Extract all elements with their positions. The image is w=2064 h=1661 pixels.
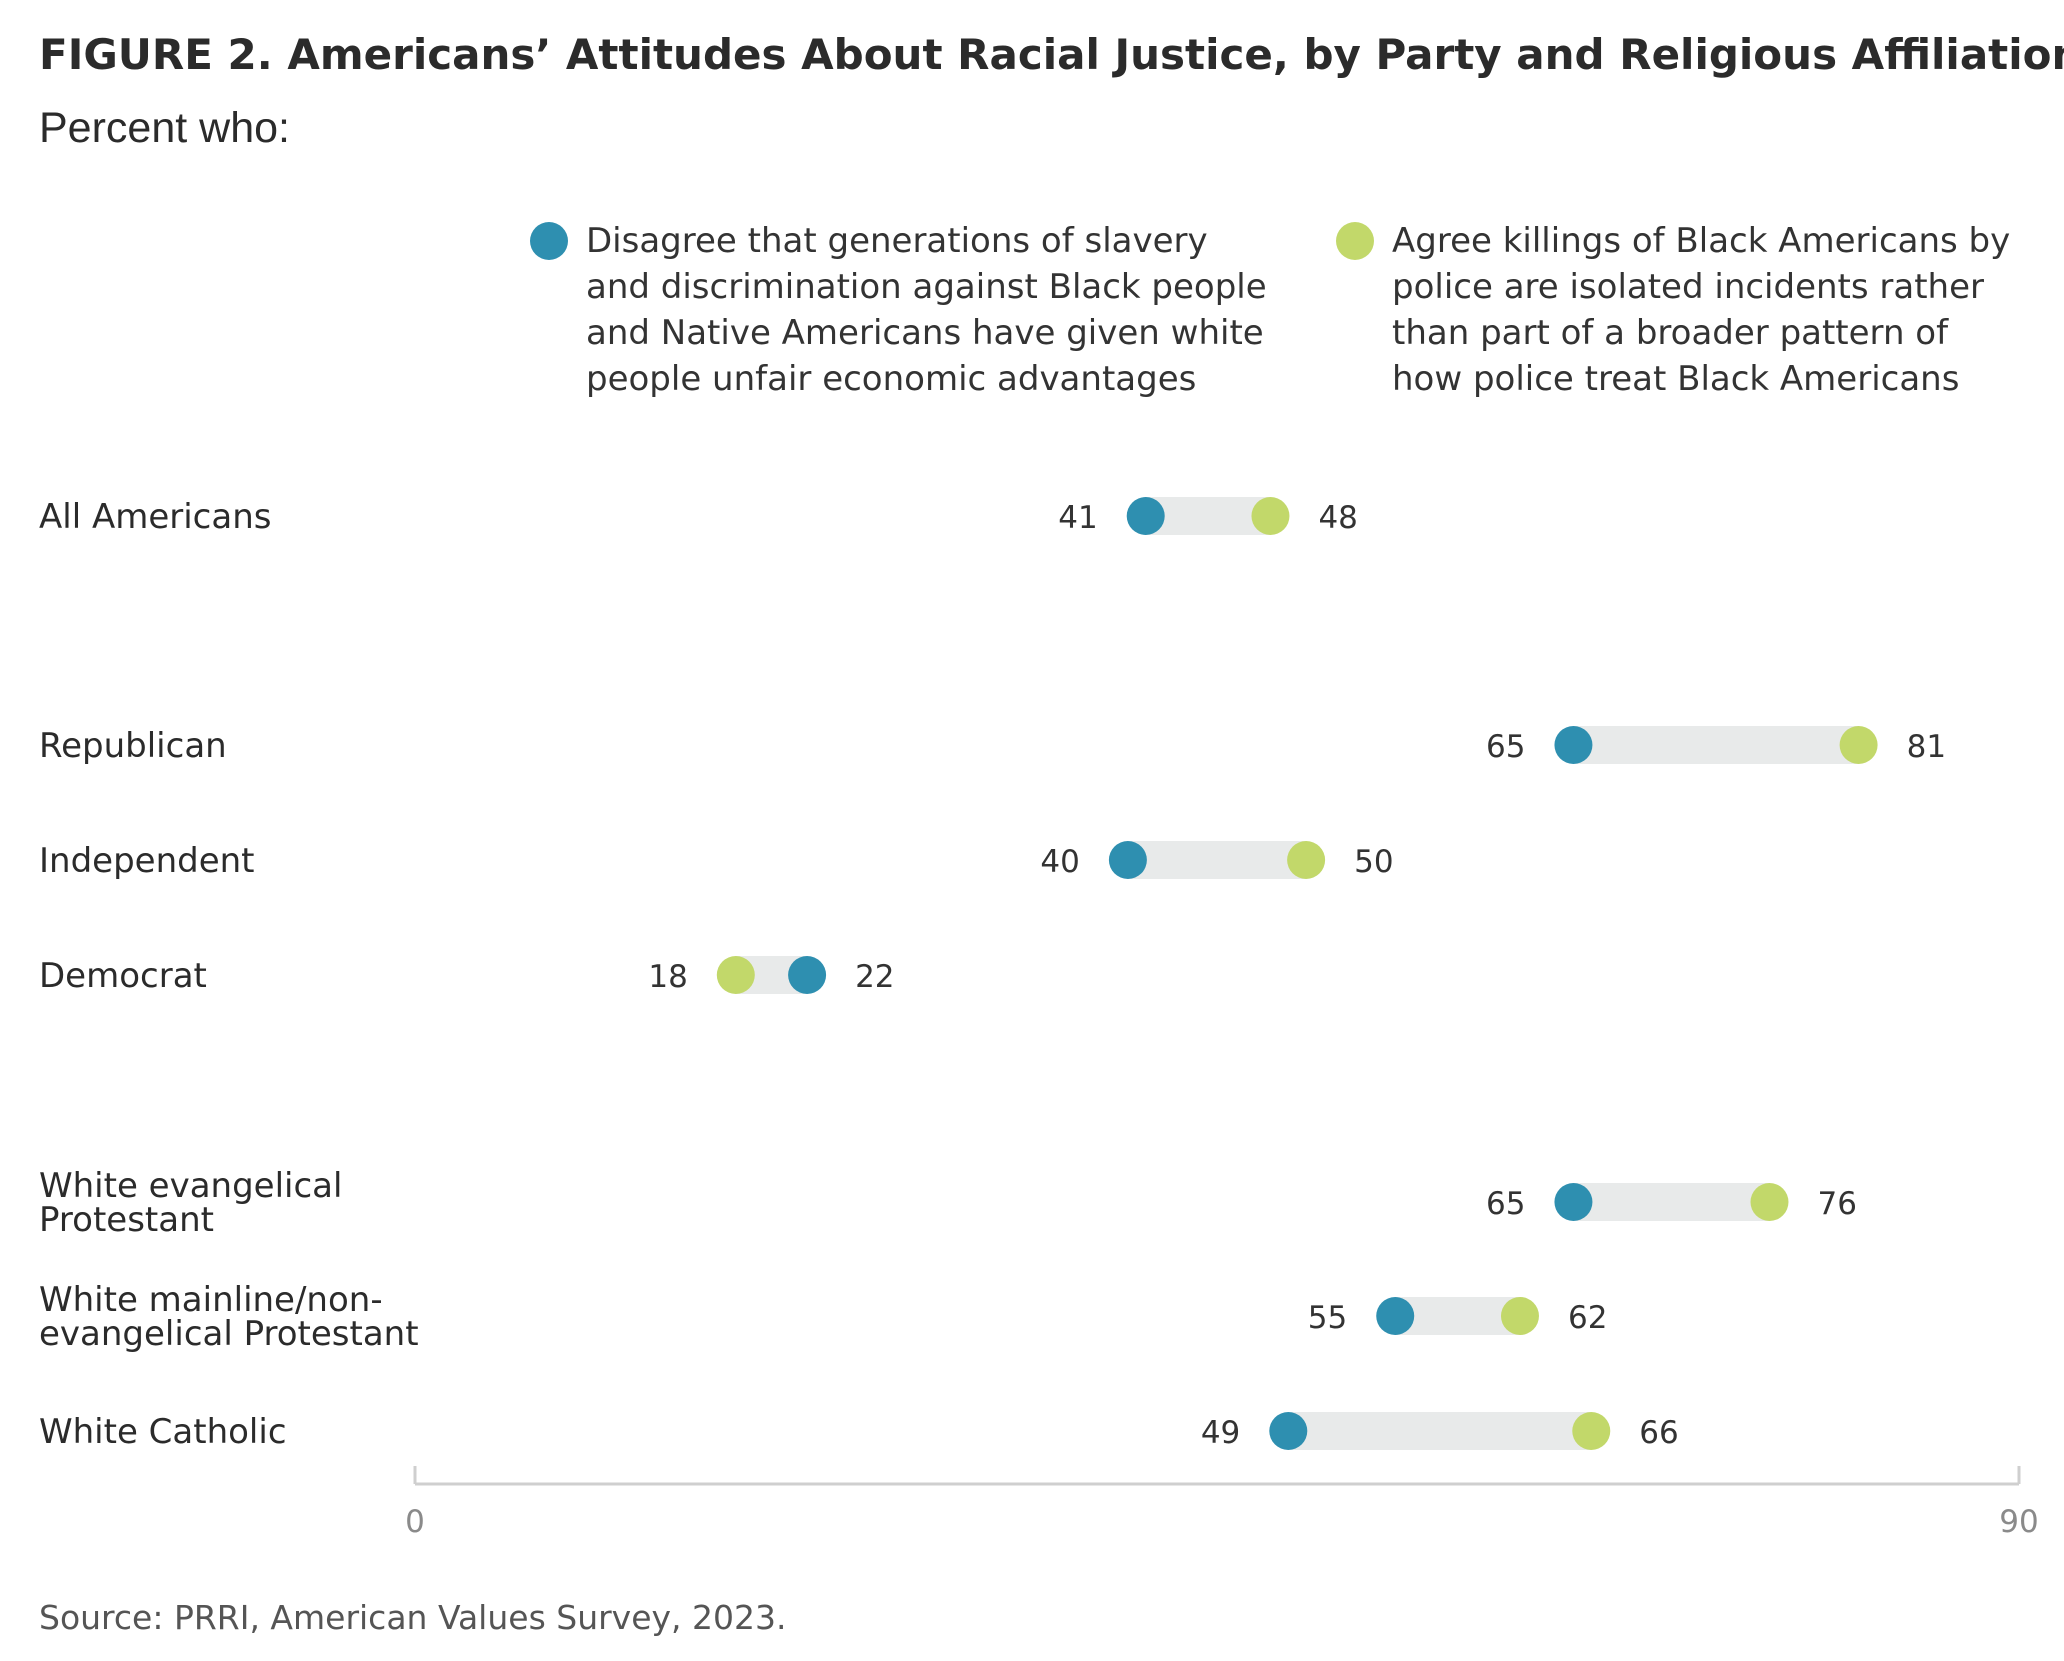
range-track	[1288, 1412, 1592, 1450]
category-label: White evangelical Protestant	[39, 1166, 342, 1240]
value-label-low: 41	[1058, 500, 1097, 536]
chart-subtitle: Percent who:	[39, 104, 290, 152]
dot-disagree	[788, 956, 827, 994]
value-label-low: 55	[1308, 1300, 1347, 1336]
dot-disagree	[1554, 1183, 1593, 1221]
range-track	[1573, 1183, 1770, 1221]
dot-agree	[716, 956, 755, 994]
value-label-low: 40	[1040, 844, 1079, 880]
value-label-high: 22	[855, 959, 894, 995]
dot-agree	[1572, 1412, 1611, 1450]
x-tick-label-min: 0	[405, 1504, 425, 1540]
chart-title: FIGURE 2. Americans’ Attitudes About Rac…	[39, 30, 2064, 79]
dot-disagree	[1126, 497, 1165, 535]
dot-disagree	[1376, 1297, 1415, 1335]
category-label: All Americans	[39, 497, 271, 537]
category-label: Democrat	[39, 956, 207, 996]
dot-agree	[1750, 1183, 1789, 1221]
category-label: White Catholic	[39, 1412, 287, 1452]
range-track	[1145, 497, 1271, 535]
source-note: Source: PRRI, American Values Survey, 20…	[39, 1598, 787, 1637]
legend-swatch-blue	[530, 222, 568, 260]
range-track	[1127, 841, 1307, 879]
dot-disagree	[1108, 841, 1147, 879]
dot-disagree	[1554, 726, 1593, 764]
dot-disagree	[1269, 1412, 1308, 1450]
range-track	[1395, 1297, 1520, 1335]
legend-swatch-green	[1336, 222, 1374, 260]
category-label: Republican	[39, 726, 227, 766]
value-label-low: 18	[648, 959, 687, 995]
range-track	[1573, 726, 1859, 764]
dot-agree	[1839, 726, 1878, 764]
dot-agree	[1287, 841, 1326, 879]
value-label-high: 62	[1568, 1300, 1607, 1336]
dot-agree	[1251, 497, 1290, 535]
value-label-high: 81	[1907, 729, 1946, 765]
legend-label-agree: Agree killings of Black Americans by pol…	[1392, 221, 2011, 399]
value-label-low: 65	[1486, 1186, 1525, 1222]
value-label-high: 50	[1354, 844, 1393, 880]
value-label-low: 49	[1201, 1415, 1240, 1451]
value-label-high: 66	[1639, 1415, 1678, 1451]
category-label: Independent	[39, 841, 255, 881]
value-label-high: 48	[1318, 500, 1357, 536]
value-label-high: 76	[1817, 1186, 1856, 1222]
category-label: White mainline/non-evangelical Protestan…	[39, 1280, 419, 1354]
legend-label-disagree: Disagree that generations of slavery and…	[586, 221, 1267, 399]
x-tick-label-max: 90	[1999, 1504, 2038, 1540]
dot-agree	[1500, 1297, 1539, 1335]
value-label-low: 65	[1486, 729, 1525, 765]
